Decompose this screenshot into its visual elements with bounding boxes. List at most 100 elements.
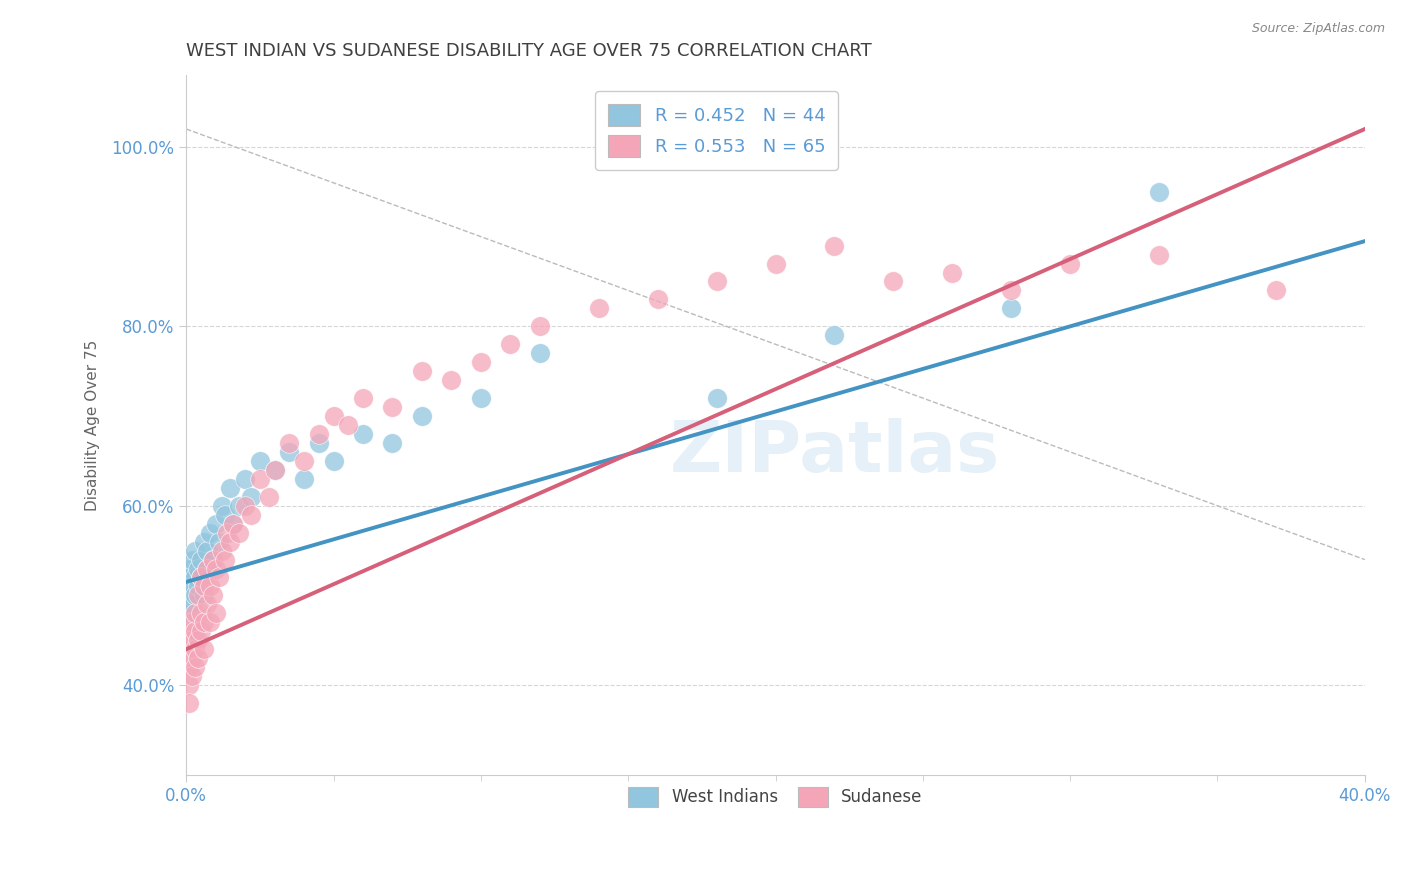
Point [179,642,201,657]
Point [217,525,239,540]
Point [190,607,212,621]
Point [184,543,207,558]
Point [1059,256,1081,270]
Point [198,615,221,630]
Point [201,589,224,603]
Point [193,615,215,630]
Point [233,472,256,486]
Point [190,624,212,639]
Point [201,552,224,566]
Point [499,337,522,351]
Point [278,445,301,459]
Point [278,436,301,450]
Point [181,651,204,665]
Point [228,525,250,540]
Point [647,293,669,307]
Point [823,238,845,252]
Point [184,642,207,657]
Point [184,660,207,674]
Point [882,275,904,289]
Point [588,301,610,316]
Point [181,579,204,593]
Point [184,607,207,621]
Point [195,543,218,558]
Point [184,570,207,584]
Point [1147,247,1170,261]
Point [179,589,201,603]
Point [179,624,201,639]
Point [263,463,285,477]
Point [179,570,201,584]
Point [181,633,204,648]
Point [193,589,215,603]
Point [181,615,204,630]
Point [337,417,360,432]
Point [352,391,374,405]
Point [214,508,236,522]
Point [222,516,245,531]
Point [193,534,215,549]
Point [187,579,209,593]
Point [187,633,209,648]
Text: ZIPatlas: ZIPatlas [669,418,1000,488]
Point [352,427,374,442]
Point [411,364,433,378]
Point [198,579,221,593]
Point [181,598,204,612]
Point [190,552,212,566]
Point [219,534,242,549]
Point [211,499,233,513]
Point [195,561,218,575]
Point [201,552,224,566]
Point [204,607,226,621]
Point [440,373,463,387]
Point [204,561,226,575]
Point [529,319,551,334]
Point [214,552,236,566]
Point [470,391,492,405]
Point [211,543,233,558]
Point [190,570,212,584]
Text: WEST INDIAN VS SUDANESE DISABILITY AGE OVER 75 CORRELATION CHART: WEST INDIAN VS SUDANESE DISABILITY AGE O… [186,42,872,60]
Point [1265,284,1288,298]
Point [179,696,201,710]
Y-axis label: Disability Age Over 75: Disability Age Over 75 [86,339,100,510]
Point [249,472,271,486]
Point [198,525,221,540]
Point [179,561,201,575]
Point [941,266,963,280]
Point [187,589,209,603]
Point [179,607,201,621]
Point [381,436,404,450]
Point [1000,284,1022,298]
Point [181,552,204,566]
Point [322,409,344,423]
Point [187,561,209,575]
Point [308,436,330,450]
Point [207,570,229,584]
Point [179,678,201,692]
Legend: West Indians, Sudanese: West Indians, Sudanese [620,779,931,815]
Point [240,490,263,504]
Point [470,355,492,369]
Point [1147,185,1170,199]
Point [263,463,285,477]
Point [706,391,728,405]
Point [228,499,250,513]
Point [706,275,728,289]
Point [381,400,404,414]
Point [195,561,218,575]
Point [292,454,315,468]
Point [257,490,280,504]
Point [187,651,209,665]
Point [233,499,256,513]
Point [193,642,215,657]
Point [240,508,263,522]
Point [1000,301,1022,316]
Point [181,669,204,683]
Point [179,660,201,674]
Point [292,472,315,486]
Point [222,516,245,531]
Text: Source: ZipAtlas.com: Source: ZipAtlas.com [1251,22,1385,36]
Point [322,454,344,468]
